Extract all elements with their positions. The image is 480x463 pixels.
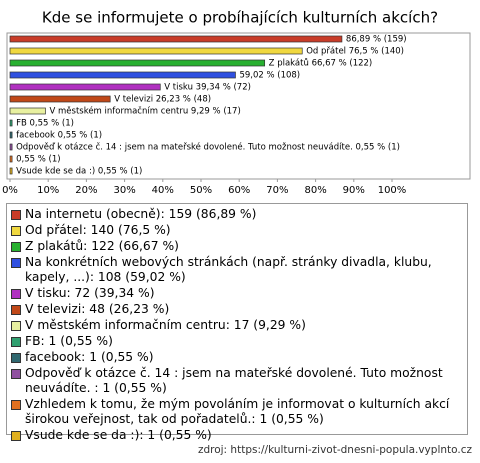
plot-frame [6,32,471,180]
bar [9,35,343,43]
value-label: V tisku 39,34 % (72) [164,83,251,93]
legend-swatch [11,431,21,441]
legend-label: Vsude kde se da :): 1 (0,55 %) [25,428,212,442]
legend-swatch [11,289,21,299]
value-label: 0,55 % (1) [16,155,60,165]
legend-swatch [11,305,21,315]
bar [9,71,236,79]
legend-item: Vsude kde se da :): 1 (0,55 %) [11,428,463,443]
legend-swatch [11,337,21,347]
x-tick-label: 0% [2,185,18,196]
legend-label: Na internetu (obecně): 159 (86,89 %) [25,207,257,221]
legend-item: Vzhledem k tomu, že mým povoláním je inf… [11,397,463,427]
value-label: Od přátel 76,5 % (140) [306,47,404,57]
legend-item: FB: 1 (0,55 %) [11,334,463,349]
legend-item: Od přátel: 140 (76,5 %) [11,223,463,238]
x-tick-label: 50% [190,185,212,196]
bar [9,131,13,139]
value-label: 86,89 % (159) [346,35,407,45]
legend-item: Na internetu (obecně): 159 (86,89 %) [11,207,463,222]
legend-label: FB: 1 (0,55 %) [25,334,113,348]
bar [9,107,46,115]
bar [9,47,303,55]
bar [9,143,13,151]
chart-title: Kde se informujete o probíhajících kultu… [42,9,438,27]
legend-swatch [11,353,21,363]
chart: Kde se informujete o probíhajících kultu… [2,9,471,196]
x-tick-label: 70% [266,185,288,196]
x-tick-label: 90% [343,185,365,196]
bar [9,119,13,127]
legend-label: V televizi: 48 (26,23 %) [25,302,170,316]
legend-swatch [11,258,21,268]
legend-label: Odpověď k otázce č. 14 : jsem na mateřsk… [25,366,443,395]
value-label: Z plakátů 66,67 % (122) [269,58,373,69]
bar [9,95,111,103]
legend-label: Od přátel: 140 (76,5 %) [25,223,171,237]
x-tick-label: 40% [152,185,174,196]
x-tick-label: 20% [75,185,97,196]
legend-swatch [11,242,21,252]
legend-label: Vzhledem k tomu, že mým povoláním je inf… [25,397,450,426]
legend-label: Z plakátů: 122 (66,67 %) [25,239,179,253]
x-tick-label: 30% [113,185,135,196]
value-label: facebook 0,55 % (1) [16,131,102,141]
x-tick-label: 60% [228,185,250,196]
legend-swatch [11,369,21,379]
bar [9,155,13,163]
legend-item: V tisku: 72 (39,34 %) [11,286,463,301]
legend: Na internetu (obecně): 159 (86,89 %) Od p… [6,203,468,442]
value-label: Odpověď k otázce č. 14 : jsem na mateřsk… [16,142,400,153]
legend-swatch [11,400,21,410]
legend-label: V tisku: 72 (39,34 %) [25,286,155,300]
legend-swatch [11,210,21,220]
value-label: FB 0,55 % (1) [16,119,74,129]
source: zdroj: https://kulturni-zivot-dnesni-pop… [197,444,472,456]
legend-label: Na konkrétních webových stránkách (např.… [25,255,432,284]
legend-item: V městském informačním centru: 17 (9,29 … [11,318,463,333]
value-label: Vsude kde se da :) 0,55 % (1) [16,167,142,177]
bar [9,83,161,91]
legend-swatch [11,226,21,236]
x-tick-label: 10% [37,185,59,196]
bar [9,59,266,67]
legend-item: Z plakátů: 122 (66,67 %) [11,239,463,254]
x-tick-label: 100% [378,185,407,196]
bar [9,167,13,175]
legend-item: Odpověď k otázce č. 14 : jsem na mateřsk… [11,366,463,396]
value-label: V městském informačním centru 9,29 % (17… [49,106,240,117]
legend-item: facebook: 1 (0,55 %) [11,350,463,365]
legend-label: V městském informačním centru: 17 (9,29 … [25,318,306,332]
x-tick-label: 80% [304,185,326,196]
value-label: 59,02 % (108) [239,71,300,81]
legend-item: Na konkrétních webových stránkách (např.… [11,255,463,285]
value-label: V televizi 26,23 % (48) [114,95,211,105]
legend-item: V televizi: 48 (26,23 %) [11,302,463,317]
legend-label: facebook: 1 (0,55 %) [25,350,154,364]
legend-swatch [11,321,21,331]
